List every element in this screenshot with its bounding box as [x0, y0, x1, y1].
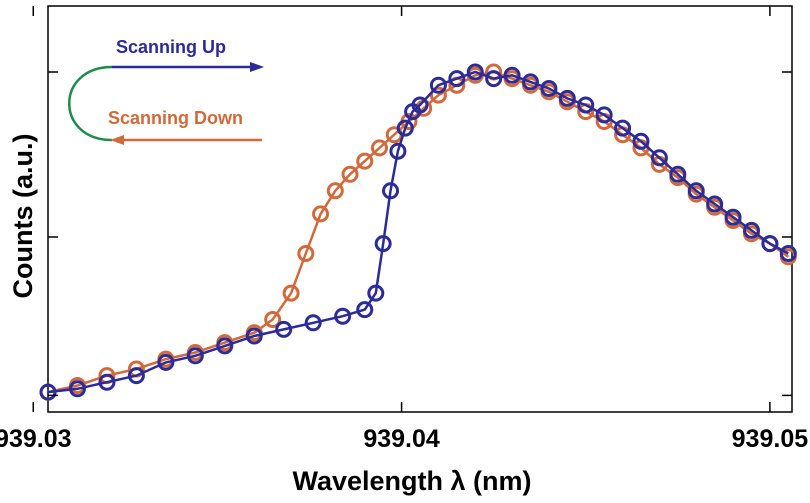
data-point	[39, 383, 57, 401]
data-point	[669, 165, 687, 183]
data-point	[326, 182, 344, 200]
data-point	[275, 320, 293, 338]
data-point	[540, 80, 558, 97]
data-point	[382, 182, 400, 200]
data-point	[304, 314, 322, 332]
data-point	[706, 195, 724, 213]
x-tick-label: 939.04	[363, 425, 440, 453]
x-tick-label: 939.03	[0, 425, 72, 453]
data-point	[216, 337, 234, 355]
tick-layer: 939.03 939.04 939.05	[0, 6, 808, 453]
data-point	[503, 66, 521, 84]
data-point	[614, 119, 632, 137]
data-point	[466, 63, 484, 81]
legend: Scanning Up Scanning Down	[68, 37, 264, 145]
data-point	[521, 73, 539, 91]
data-point	[157, 353, 175, 371]
data-point	[370, 139, 388, 157]
data-point	[687, 182, 705, 200]
data-point	[312, 205, 330, 223]
data-point	[282, 284, 300, 302]
data-point	[485, 70, 503, 88]
data-point	[374, 235, 392, 253]
data-point	[577, 96, 595, 114]
data-point	[650, 149, 668, 167]
data-point	[595, 106, 613, 124]
x-tick-label: 939.05	[732, 425, 809, 453]
data-point	[98, 373, 116, 391]
x-axis-title: Wavelength λ (nm)	[292, 466, 531, 496]
data-point	[632, 132, 650, 150]
legend-scanning-down-label: Scanning Down	[108, 108, 243, 128]
series-layer	[39, 63, 797, 401]
data-point	[356, 152, 374, 170]
data-point	[724, 208, 742, 226]
plot-frame	[47, 5, 793, 413]
data-point	[245, 327, 263, 345]
data-point	[779, 245, 797, 262]
data-point	[341, 165, 359, 183]
data-point	[429, 86, 447, 104]
data-point	[264, 311, 282, 328]
series-scanning-up	[39, 63, 797, 401]
data-point	[411, 96, 429, 114]
data-point	[356, 301, 374, 319]
data-point	[761, 235, 779, 253]
data-point	[448, 70, 466, 88]
data-point	[367, 284, 385, 302]
data-point	[127, 367, 145, 385]
data-point	[186, 347, 204, 365]
legend-turnaround-arc	[68, 65, 113, 142]
data-point	[68, 380, 86, 398]
legend-arrow-down-head	[110, 135, 124, 145]
data-point	[396, 119, 414, 137]
data-point	[297, 245, 315, 262]
data-point	[389, 142, 407, 160]
data-point	[334, 307, 352, 325]
legend-scanning-up-label: Scanning Up	[116, 37, 226, 57]
data-point	[558, 89, 576, 107]
data-point	[429, 76, 447, 94]
legend-arrow-up-head	[250, 62, 264, 72]
data-point	[742, 221, 760, 239]
y-axis-title: Counts (a.u.)	[8, 134, 38, 299]
